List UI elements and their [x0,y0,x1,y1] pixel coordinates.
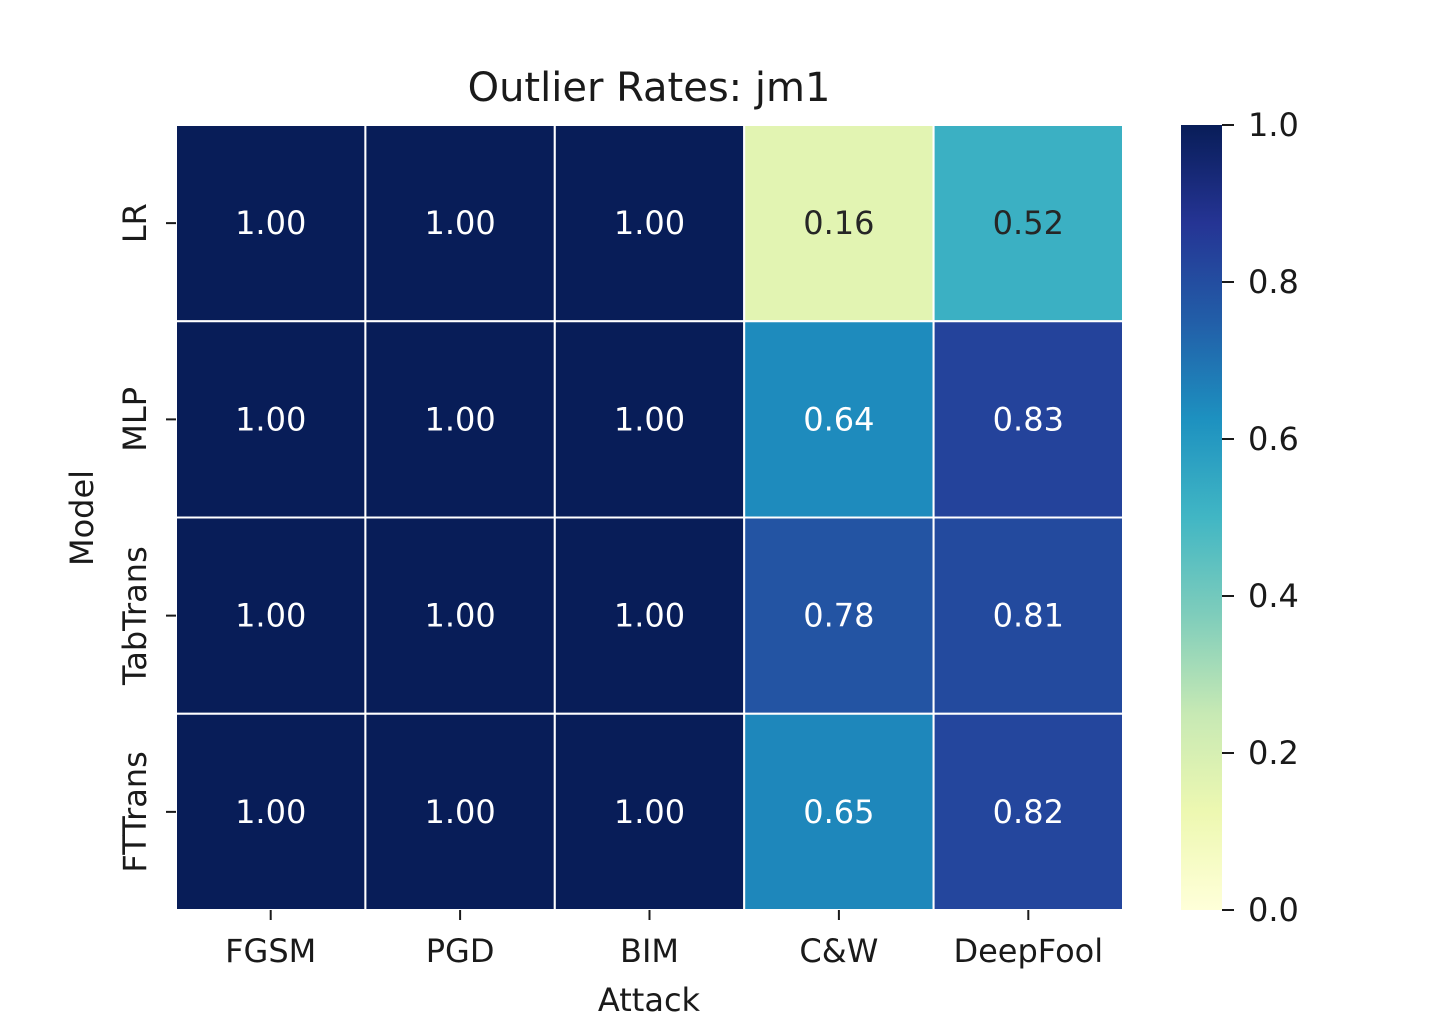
cell-value-label: 0.64 [803,400,874,438]
colorbar-tick-label: 0.4 [1248,577,1299,615]
cell-value-label: 1.00 [424,597,495,635]
cell-value-label: 1.00 [235,400,306,438]
cell-value-label: 1.00 [424,400,495,438]
heatmap-cell [175,320,367,519]
heatmap-cell [932,712,1124,911]
heatmap-cell [364,516,556,715]
heatmap-cell [364,124,556,323]
colorbar-ticks: 0.0 0.2 0.4 0.6 0.8 1.0 [1222,106,1299,929]
cell-value-label: 1.00 [614,793,685,831]
colorbar-tick-label: 0.6 [1248,420,1299,458]
cell-value-label: 1.00 [424,793,495,831]
x-axis-ticks: FGSM PGD BIM C&W DeepFool [225,910,1103,970]
y-tick-label: MLP [116,387,154,452]
x-tick-label: BIM [620,932,679,970]
cell-value-label: 1.00 [614,204,685,242]
x-tick-label: C&W [799,932,878,970]
heatmap-cell [553,516,746,715]
cell-value-label: 0.78 [803,597,874,635]
heatmap-cell [175,124,367,323]
heatmap-cell [743,124,935,323]
x-tick-label: DeepFool [953,932,1103,970]
cell-value-label: 1.00 [614,400,685,438]
y-axis-label: Model [63,470,101,566]
cell-value-label: 1.00 [235,204,306,242]
x-axis-label: Attack [598,981,701,1019]
colorbar-tick-label: 0.2 [1248,734,1299,772]
heatmap-cell [553,124,746,323]
colorbar-tick-label: 0.8 [1248,263,1299,301]
cell-value-label: 1.00 [235,597,306,635]
heatmap-cell [932,124,1124,323]
cell-value-label: 0.16 [803,204,874,242]
heatmap-cell [364,712,556,911]
colorbar-tick-label: 0.0 [1248,891,1299,929]
cell-value-label: 1.00 [614,597,685,635]
y-axis-ticks: LR MLP TabTrans FTTrans [116,203,176,873]
cell-value-label: 0.81 [993,597,1064,635]
x-tick-label: PGD [426,932,495,970]
cell-value-label: 1.00 [235,793,306,831]
y-tick-label: TabTrans [116,546,154,686]
cell-value-label: 0.82 [993,793,1064,831]
cell-value-label: 0.83 [993,400,1064,438]
cell-value-label: 1.00 [424,204,495,242]
heatmap-cell [743,516,935,715]
heatmap-cells: 1.00 1.00 1.00 0.16 0.52 1.00 1.00 1.00 0.64 0.83… [175,124,1124,911]
y-tick-label: FTTrans [116,751,154,872]
heatmap-cell [553,320,746,519]
y-tick-label: LR [116,203,154,243]
heatmap-cell [932,516,1124,715]
colorbar-gradient [1181,125,1222,910]
cell-value-label: 0.52 [993,204,1064,242]
heatmap-cell [553,712,746,911]
chart-title: Outlier Rates: jm1 [468,65,831,111]
colorbar: 0.0 0.2 0.4 0.6 0.8 1.0 [1181,106,1299,929]
cell-value-label: 0.65 [803,793,874,831]
heatmap-cell [932,320,1124,519]
heatmap-cell [743,712,935,911]
x-tick-label: FGSM [225,932,316,970]
colorbar-tick-label: 1.0 [1248,106,1299,144]
